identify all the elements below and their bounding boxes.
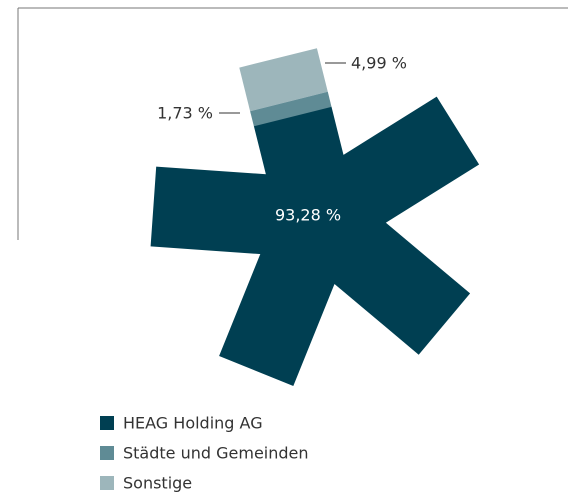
- labels: 93,28 % 4,99 % 1,73 %: [157, 54, 407, 225]
- legend-swatch: [100, 416, 114, 430]
- legend-label: HEAG Holding AG: [123, 414, 263, 433]
- value-label: 4,99 %: [351, 54, 407, 73]
- legend-label: Sonstige: [123, 474, 192, 493]
- legend-swatch: [100, 476, 114, 490]
- segment: [150, 96, 480, 386]
- value-label: 1,73 %: [157, 104, 213, 123]
- legend-swatch: [100, 446, 114, 460]
- legend: HEAG Holding AG Städte und Gemeinden Sonst…: [100, 414, 309, 493]
- asterisk: [150, 48, 480, 386]
- legend-label: Städte und Gemeinden: [123, 444, 309, 463]
- segment: [239, 48, 328, 112]
- segment: [250, 91, 332, 127]
- value-label: 93,28 %: [275, 206, 341, 225]
